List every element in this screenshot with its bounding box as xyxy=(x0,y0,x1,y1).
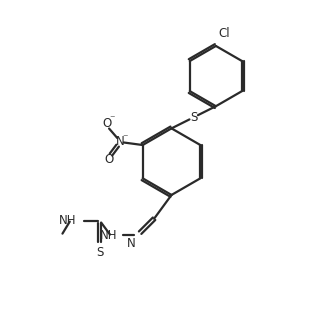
Text: Cl: Cl xyxy=(218,27,230,40)
Text: S: S xyxy=(96,246,103,259)
Text: NH: NH xyxy=(99,229,117,242)
Text: N: N xyxy=(115,135,124,148)
Text: S: S xyxy=(190,111,197,124)
Text: NH: NH xyxy=(59,214,77,228)
Text: O: O xyxy=(104,153,113,166)
Text: O: O xyxy=(102,117,111,130)
Text: ⁻: ⁻ xyxy=(110,115,115,125)
Text: N: N xyxy=(127,237,136,250)
Text: ⁻: ⁻ xyxy=(122,133,128,143)
